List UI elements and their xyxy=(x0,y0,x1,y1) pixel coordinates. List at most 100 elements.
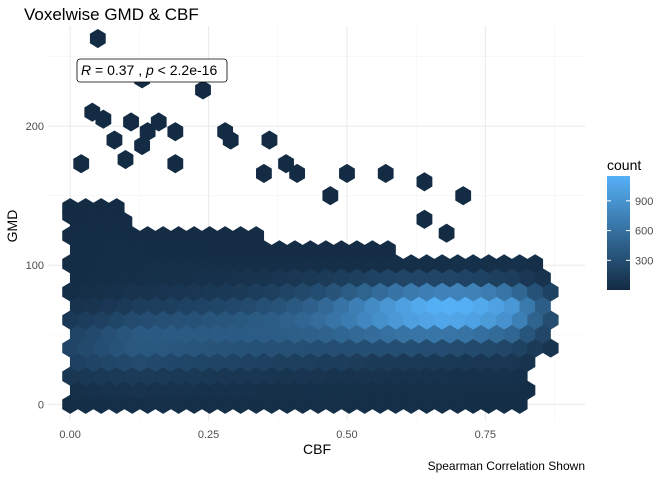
y-axis-ticks: 0 100 200 xyxy=(26,121,44,411)
hex-bin xyxy=(403,338,420,358)
hex-bin xyxy=(302,296,319,316)
hex-bin xyxy=(217,282,234,302)
hex-bin xyxy=(62,282,79,302)
hex-bin xyxy=(85,296,102,316)
hex-bin xyxy=(108,254,125,274)
hex-bin xyxy=(131,296,148,316)
hex-bin xyxy=(263,310,280,330)
hex-bin xyxy=(496,394,513,414)
hex-bin xyxy=(193,380,210,400)
hex-bin xyxy=(85,380,102,400)
hex-bin-outlier xyxy=(339,163,355,183)
hex-bin xyxy=(496,338,513,358)
hex-bin xyxy=(457,352,474,372)
hex-bin xyxy=(224,240,241,260)
hex-bin xyxy=(325,254,342,274)
hex-bin xyxy=(318,296,334,316)
hex-bin xyxy=(380,380,396,400)
hex-bin xyxy=(217,394,234,414)
hex-bin xyxy=(325,394,342,414)
hex-bin xyxy=(302,240,319,260)
hex-bin-outlier xyxy=(256,163,272,183)
hex-bin xyxy=(519,352,536,372)
hex-bin xyxy=(170,254,187,274)
y-tick-label: 0 xyxy=(38,399,44,411)
hex-bin xyxy=(434,310,451,330)
hex-bin xyxy=(480,394,497,414)
hex-bin xyxy=(186,254,203,274)
hex-bin xyxy=(224,296,241,316)
hex-bin xyxy=(287,268,303,288)
hex-bin-outlier xyxy=(89,28,106,49)
hex-bin-outlier xyxy=(322,186,339,206)
hex-bin xyxy=(155,310,172,330)
hex-bin xyxy=(170,366,187,386)
hex-bin xyxy=(325,310,342,330)
hex-bin xyxy=(542,310,559,330)
hex-bin xyxy=(364,352,381,372)
hex-bin xyxy=(387,282,404,302)
hex-bin xyxy=(535,324,551,344)
hex-bin xyxy=(449,394,466,414)
hex-bin xyxy=(240,296,257,316)
hex-bin xyxy=(271,324,288,344)
hex-bin xyxy=(139,310,156,330)
hex-bin xyxy=(77,254,94,274)
hex-bin xyxy=(387,338,404,358)
hex-bin xyxy=(496,310,513,330)
hex-bin xyxy=(356,282,373,302)
hex-bin xyxy=(100,268,117,288)
hex-bin xyxy=(511,394,528,414)
hex-bin xyxy=(93,394,110,414)
hex-bin xyxy=(240,240,257,260)
hex-bin xyxy=(318,324,334,344)
hex-bin xyxy=(318,240,334,260)
hex-bin xyxy=(418,338,435,358)
hex-bin xyxy=(139,226,156,246)
hex-bin xyxy=(411,380,427,400)
hex-bin xyxy=(496,282,513,302)
hex-bin-outlier xyxy=(416,172,433,192)
hex-bin xyxy=(178,380,195,400)
hex-bin xyxy=(395,296,412,316)
hex-bin-outlier xyxy=(106,130,123,150)
hex-bin xyxy=(294,254,311,274)
hex-bin xyxy=(511,282,528,302)
hex-bin xyxy=(279,338,296,358)
hex-bin xyxy=(287,352,303,372)
y-tick-label: 200 xyxy=(26,121,44,133)
hex-bin xyxy=(170,226,187,246)
hex-bin xyxy=(426,296,443,316)
hex-bin xyxy=(147,324,164,344)
hex-bin xyxy=(411,324,427,344)
hex-bin xyxy=(217,310,234,330)
hex-bin xyxy=(139,282,156,302)
legend-tick-label: 600 xyxy=(635,226,653,238)
hex-bin xyxy=(93,226,110,246)
hex-bin xyxy=(232,226,249,246)
hex-bin xyxy=(341,338,358,358)
hex-bin xyxy=(387,310,404,330)
hex-bin xyxy=(155,394,172,414)
hex-bin-outlier xyxy=(195,80,211,100)
hex-bin xyxy=(100,296,117,316)
hex-bin xyxy=(519,268,536,288)
hex-bin xyxy=(341,254,358,274)
hex-bin xyxy=(77,226,94,246)
hex-bin xyxy=(387,394,404,414)
hex-bin xyxy=(434,254,451,274)
hex-bin xyxy=(426,380,443,400)
hex-bin xyxy=(201,338,218,358)
hex-bin xyxy=(271,296,288,316)
hex-bin xyxy=(341,394,358,414)
hex-bin xyxy=(248,366,265,386)
hex-bin-outlier xyxy=(377,163,394,183)
hex-bin xyxy=(186,366,203,386)
annotation-box xyxy=(76,58,228,83)
hex-bin xyxy=(349,296,365,316)
hex-bin xyxy=(131,268,148,288)
hex-bin xyxy=(178,352,195,372)
hex-bin xyxy=(279,394,296,414)
hex-bin xyxy=(434,394,451,414)
